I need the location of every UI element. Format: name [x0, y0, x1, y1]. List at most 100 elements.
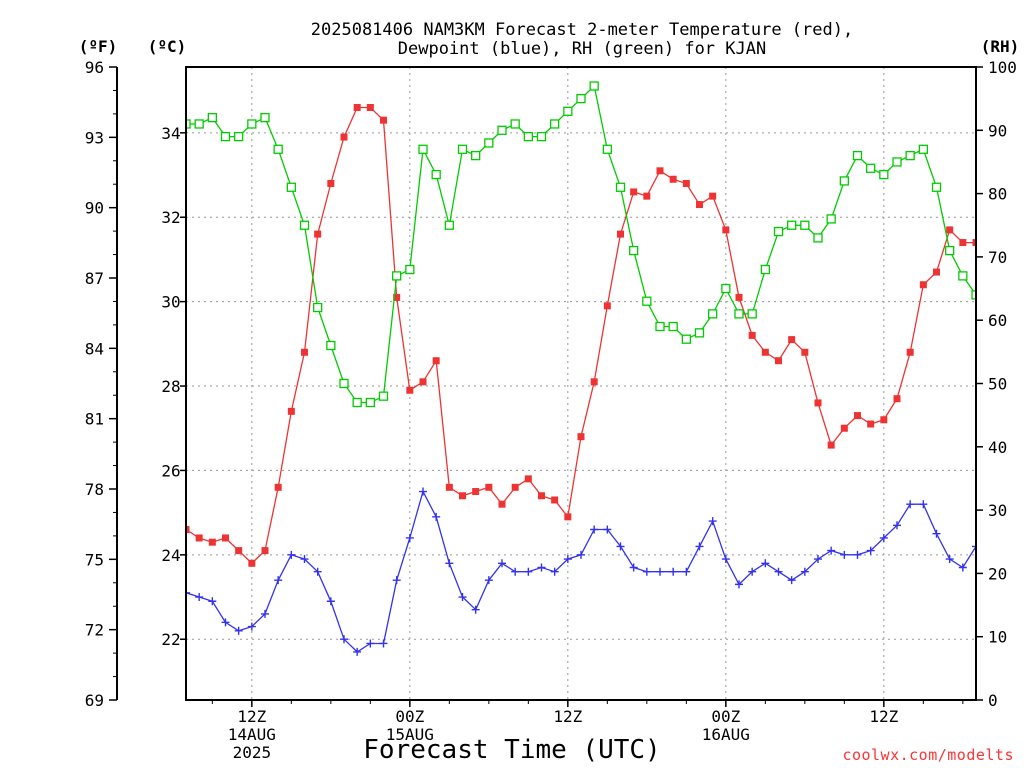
- rh-point: [523, 131, 533, 142]
- rh-point: [800, 220, 810, 230]
- celsius-tick-label: 30: [161, 293, 180, 312]
- rh-point: [550, 119, 560, 129]
- rh-tick-label: 60: [988, 311, 1007, 330]
- rh-point: [760, 264, 770, 275]
- fahrenheit-tick-label: 96: [85, 58, 104, 77]
- temperature-point: [959, 239, 967, 247]
- rh-point: [747, 309, 757, 319]
- temperature-point: [801, 348, 809, 356]
- rh-tick-label: 80: [988, 185, 1007, 204]
- temperature-point: [235, 547, 243, 555]
- data-series: [186, 81, 976, 656]
- temperature-point: [880, 416, 888, 424]
- rh-series: [186, 81, 976, 408]
- rh-tick-label: 50: [988, 375, 1007, 394]
- temperature-point: [366, 104, 374, 112]
- temperature-point: [314, 230, 322, 238]
- rh-tick-label: 0: [988, 691, 998, 710]
- rh-point: [326, 340, 336, 351]
- dewpoint-point: [906, 500, 915, 509]
- temperature-point: [406, 386, 414, 394]
- rh-tick-label: 30: [988, 501, 1007, 520]
- rh-point: [642, 296, 652, 306]
- fahrenheit-unit-label: (ºF): [79, 37, 118, 56]
- fahrenheit-tick-label: 87: [85, 269, 104, 288]
- rh-point: [536, 131, 547, 142]
- dewpoint-point: [261, 609, 269, 618]
- rh-tick-label: 90: [988, 121, 1007, 140]
- temperature-point: [287, 407, 295, 415]
- dewpoint-point: [695, 542, 704, 551]
- rh-point: [918, 144, 928, 154]
- rh-point: [299, 220, 310, 230]
- temperature-point: [261, 547, 269, 555]
- rh-point: [471, 150, 481, 161]
- celsius-tick-label: 32: [161, 208, 180, 227]
- dewpoint-point: [814, 555, 822, 564]
- rh-point: [286, 182, 296, 192]
- temperature-point: [590, 378, 598, 386]
- temperature-point: [340, 133, 348, 141]
- dewpoint-point: [550, 567, 559, 576]
- rh-tick-label: 20: [988, 564, 1007, 583]
- dewpoint-point: [827, 546, 836, 555]
- temperature-point: [445, 483, 453, 491]
- rh-point: [668, 321, 678, 332]
- rh-point: [194, 119, 204, 129]
- dewpoint-point: [300, 555, 309, 564]
- x-tick-label: 12Z: [869, 707, 898, 726]
- celsius-tick-label: 28: [161, 377, 180, 396]
- rh-point: [892, 157, 902, 167]
- temperature-point: [748, 331, 756, 339]
- rh-point: [273, 144, 283, 154]
- dewpoint-point: [247, 622, 256, 631]
- temperature-point: [814, 399, 822, 407]
- rh-unit-label: (RH): [981, 37, 1020, 56]
- temperature-point: [274, 483, 282, 491]
- chart-title: 2025081406 NAM3KM Forecast 2-meter Tempe…: [311, 20, 853, 59]
- temperature-point: [222, 534, 229, 542]
- rh-point: [971, 290, 976, 300]
- rh-point: [186, 119, 191, 129]
- rh-point: [852, 150, 863, 161]
- temperature-point: [735, 293, 743, 301]
- dewpoint-point: [721, 555, 730, 564]
- dewpoint-point: [340, 635, 348, 644]
- x-tick-label: 12Z: [237, 707, 266, 726]
- rh-point: [576, 94, 586, 104]
- rh-point: [220, 131, 231, 142]
- rh-point: [365, 397, 375, 408]
- temperature-point: [485, 483, 493, 491]
- temperature-point: [208, 538, 216, 546]
- dewpoint-point: [748, 567, 757, 576]
- dewpoint-point: [945, 555, 954, 564]
- rh-point: [589, 81, 599, 91]
- temperature-point: [696, 201, 703, 209]
- dewpoint-point: [866, 546, 875, 555]
- temperature-point: [393, 293, 401, 301]
- dewpoint-point: [445, 559, 454, 568]
- fahrenheit-tick-label: 90: [85, 199, 104, 218]
- temperature-point: [551, 496, 559, 504]
- dewpoint-point: [379, 639, 388, 648]
- plot-frame: [185, 66, 977, 701]
- rh-point: [234, 131, 244, 142]
- temperature-point: [353, 104, 361, 112]
- temperature-point: [380, 116, 387, 124]
- temperature-point: [186, 526, 190, 534]
- rh-point: [444, 220, 454, 230]
- temperature-point: [775, 357, 782, 365]
- temperature-point: [906, 348, 914, 356]
- dewpoint-point: [853, 550, 862, 559]
- fahrenheit-tick-label: 84: [85, 339, 104, 358]
- rh-point: [708, 309, 718, 319]
- rh-point: [905, 150, 915, 161]
- rh-point: [378, 391, 389, 401]
- dewpoint-point: [366, 639, 375, 648]
- rh-point: [313, 302, 323, 313]
- x-tick-label: 16AUG: [702, 725, 750, 744]
- dewpoint-point: [471, 605, 480, 614]
- temperature-point: [946, 226, 954, 234]
- dewpoint-point: [405, 533, 414, 542]
- chart-title-line-2: Dewpoint (blue), RH (green) for KJAN: [398, 39, 766, 59]
